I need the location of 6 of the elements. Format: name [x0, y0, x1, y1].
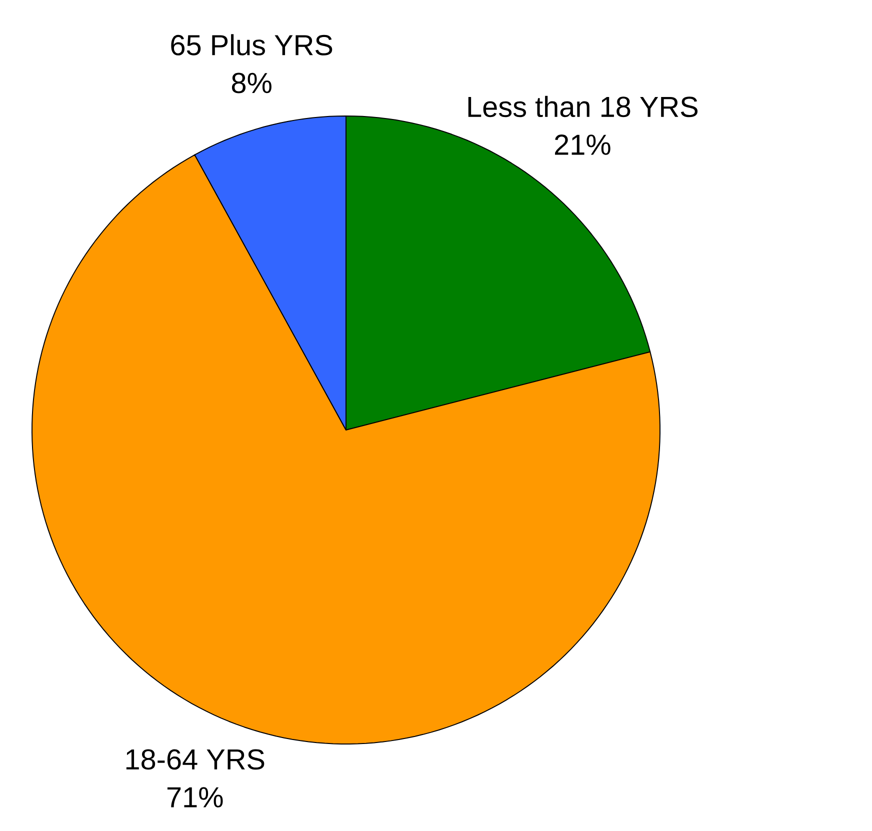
slice-label: 65 Plus YRS [171, 34, 332, 56]
data-label: 71% [167, 787, 223, 808]
data-label: 21% [555, 134, 610, 155]
slice-label: Less than 18 YRS [468, 96, 698, 118]
slice-label: 18-64 YRS [126, 749, 264, 770]
data-label: 8% [232, 72, 272, 94]
